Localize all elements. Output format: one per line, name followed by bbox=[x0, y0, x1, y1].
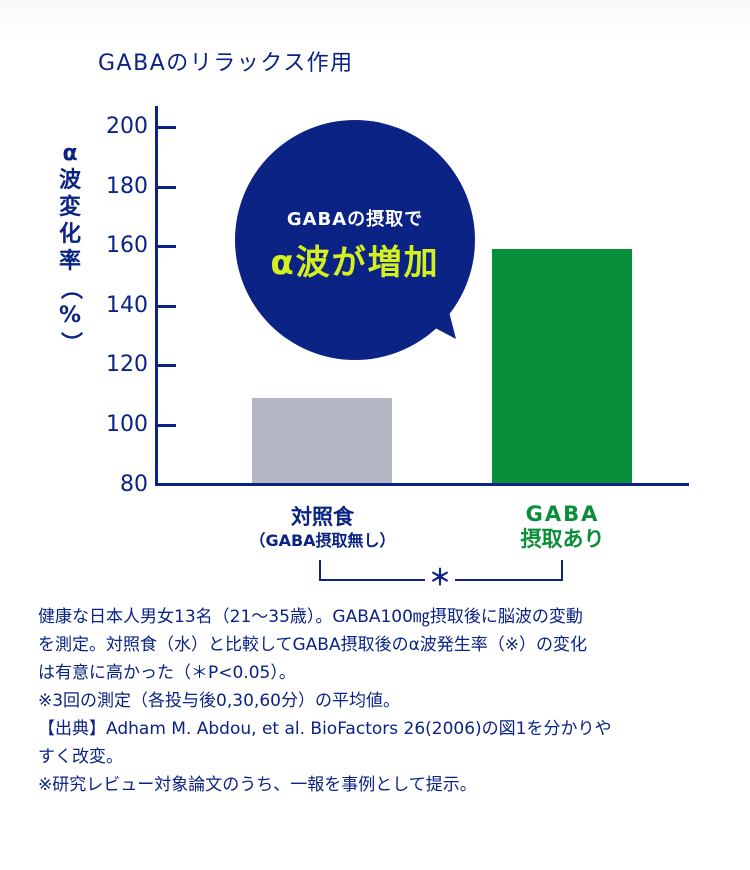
y-axis-label: α 波 変 化 率 （ % ） bbox=[54, 140, 86, 356]
y-axis-label-char: 波 bbox=[58, 168, 81, 193]
y-tick-label: 180 bbox=[106, 174, 148, 199]
y-axis-label-char: （ bbox=[57, 277, 83, 300]
footnote-line: ※3回の測定（各投与後0,30,60分）の平均値。 bbox=[38, 691, 400, 711]
y-axis-label-char: % bbox=[58, 303, 82, 328]
y-tick-label: 80 bbox=[120, 472, 148, 497]
y-tick-label: 140 bbox=[106, 293, 148, 318]
category-label-gaba-line1: GABA bbox=[525, 502, 600, 526]
y-tick-label: 160 bbox=[106, 233, 148, 258]
y-tick bbox=[157, 364, 176, 367]
y-tick bbox=[157, 245, 176, 248]
category-label-control-line1: 対照食 bbox=[291, 505, 354, 529]
bubble-text-line2: α波が増加 bbox=[270, 243, 440, 283]
y-axis-label-char: ） bbox=[57, 331, 83, 354]
x-axis-line bbox=[155, 483, 689, 486]
y-tick-label: 100 bbox=[106, 412, 148, 437]
y-axis-line bbox=[155, 106, 158, 486]
category-label-control-line2: （GABA摂取無し） bbox=[249, 531, 396, 550]
bar-control bbox=[252, 397, 392, 484]
footnote-line: ※研究レビュー対象論文のうち、一報を事例として提示。 bbox=[38, 775, 477, 795]
y-tick-label: 200 bbox=[106, 114, 148, 139]
chart-title: GABAのリラックス作用 bbox=[98, 51, 354, 76]
category-label-gaba-line2: 摂取あり bbox=[520, 527, 605, 551]
y-tick-label: 120 bbox=[106, 352, 148, 377]
y-tick bbox=[157, 186, 176, 189]
bubble-text-line1: GABAの摂取で bbox=[286, 209, 424, 230]
y-axis-label-char: 率 bbox=[58, 249, 81, 274]
footnote-line: すく改変。 bbox=[38, 747, 123, 767]
category-label-control: 対照食 （GABA摂取無し） bbox=[220, 505, 425, 553]
bar-gaba bbox=[492, 248, 632, 484]
footnote-line: 【出典】Adham M. Abdou, et al. BioFactors 26… bbox=[38, 719, 612, 739]
y-axis-label-char: 変 bbox=[58, 195, 81, 220]
category-label-gaba: GABA 摂取あり bbox=[470, 502, 655, 552]
footnote-line: は有意に高かった（＊P<0.05）。 bbox=[38, 663, 296, 683]
y-axis-label-char: 化 bbox=[58, 222, 81, 247]
y-tick bbox=[157, 126, 176, 129]
speech-bubble bbox=[235, 120, 475, 360]
significance-marker: ＊ bbox=[425, 566, 455, 592]
footnote-line: を測定。対照食（水）と比較してGABA摂取後のα波発生率（※）の変化 bbox=[38, 635, 588, 655]
footnotes: 健康な日本人男女13名（21〜35歳）。GABA100㎎摂取後に脳波の変動 を測… bbox=[38, 603, 738, 799]
y-tick bbox=[157, 305, 176, 308]
footnote-line: 健康な日本人男女13名（21〜35歳）。GABA100㎎摂取後に脳波の変動 bbox=[38, 607, 583, 627]
y-tick bbox=[157, 424, 176, 427]
y-axis-label-char: α bbox=[62, 141, 78, 166]
